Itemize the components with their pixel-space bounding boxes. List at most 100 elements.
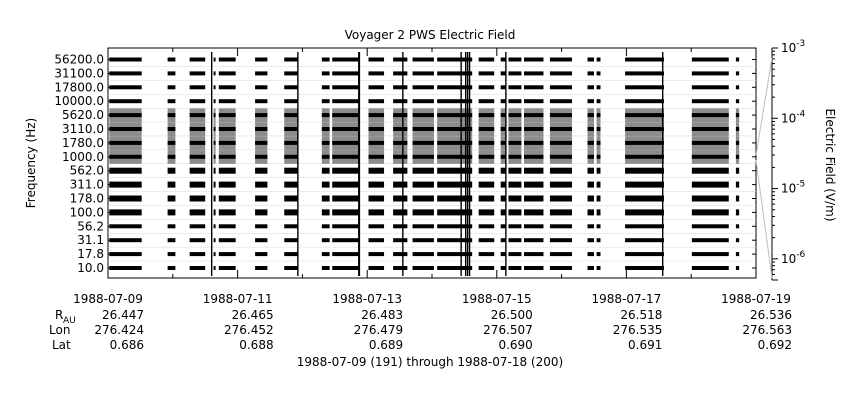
band-segment [109, 113, 142, 118]
band-segment [167, 195, 176, 202]
band-segment [218, 252, 236, 257]
band-segment [500, 224, 506, 229]
band-segment [524, 167, 544, 174]
band-segment [735, 181, 740, 188]
band-segment [393, 195, 408, 202]
ephem-value-lon: 276.452 [224, 323, 274, 337]
band-segment [500, 167, 506, 174]
band-segment [478, 71, 495, 76]
band-segment [437, 224, 473, 229]
band-segment [109, 209, 142, 216]
colorbar-tick-exponent: -6 [796, 250, 805, 260]
band-segment [508, 85, 522, 90]
band-segment [500, 71, 506, 76]
band-segment [189, 224, 206, 229]
band-segment [500, 252, 506, 257]
band-segment [508, 140, 522, 145]
band-segment [189, 238, 206, 243]
band-segment [218, 113, 236, 118]
band-segment [284, 181, 298, 188]
band-segment [109, 140, 142, 145]
band-segment [625, 181, 664, 188]
band-segment [587, 266, 594, 270]
band-segment [255, 238, 268, 243]
band-segment [596, 154, 601, 159]
band-segment [524, 224, 544, 229]
band-segment [332, 224, 360, 229]
band-segment [549, 266, 572, 270]
band-segment [500, 238, 506, 243]
band-segment [332, 167, 360, 174]
band-segment [167, 167, 176, 174]
band-segment [332, 85, 360, 90]
band-segment [255, 154, 268, 159]
band-segment [368, 57, 385, 62]
band-segment [218, 71, 236, 76]
band-segment [508, 71, 522, 76]
band-segment [549, 238, 572, 243]
band-segment [524, 71, 544, 76]
band-segment [437, 71, 473, 76]
band-segment [412, 181, 434, 188]
band-segment [437, 140, 473, 145]
band-segment [218, 195, 236, 202]
band-segment [596, 71, 601, 76]
band-segment [393, 252, 408, 257]
ephem-value-lat: 0.692 [758, 338, 792, 352]
band-segment [500, 209, 506, 216]
band-segment [478, 266, 495, 270]
band-segment [332, 140, 360, 145]
colorbar-tick-exponent: -5 [796, 180, 805, 190]
band-segment [412, 195, 434, 202]
band-segment [393, 113, 408, 118]
band-segment [332, 127, 360, 131]
band-segment [189, 209, 206, 216]
band-segment [524, 181, 544, 188]
band-segment [412, 57, 434, 62]
band-segment [412, 238, 434, 243]
band-segment [213, 85, 216, 90]
band-segment [691, 113, 729, 118]
band-segment [284, 57, 298, 62]
band-segment [691, 224, 729, 229]
ephem-value-r: 26.518 [620, 308, 662, 322]
band-segment [368, 71, 385, 76]
band-segment [437, 167, 473, 174]
band-segment [189, 99, 206, 104]
band-segment [735, 266, 740, 270]
band-segment [284, 127, 298, 131]
band-segment [596, 266, 601, 270]
band-segment [284, 167, 298, 174]
band-segment [596, 57, 601, 62]
band-segment [437, 127, 473, 131]
band-segment [284, 209, 298, 216]
band-segment [368, 140, 385, 145]
band-segment [735, 71, 740, 76]
band-segment [508, 113, 522, 118]
band-segment [691, 154, 729, 159]
band-segment [213, 140, 216, 145]
band-segment [691, 238, 729, 243]
band-segment [213, 266, 216, 270]
band-segment [189, 113, 206, 118]
y-tick-label: 5620.0 [62, 108, 104, 122]
band-segment [549, 99, 572, 104]
colorbar-tick-label: 10-5 [781, 180, 805, 196]
band-segment [549, 252, 572, 257]
band-segment [255, 167, 268, 174]
band-segment [596, 252, 601, 257]
ephem-value-lat: 0.690 [498, 338, 532, 352]
band-segment [625, 252, 664, 257]
ephem-value-r: 26.483 [361, 308, 403, 322]
band-segment [500, 127, 506, 131]
band-segment [596, 113, 601, 118]
band-segment [393, 99, 408, 104]
band-segment [587, 71, 594, 76]
band-segment [587, 252, 594, 257]
band-segment [393, 266, 408, 270]
band-segment [332, 266, 360, 270]
band-segment [332, 57, 360, 62]
band-segment [437, 154, 473, 159]
band-segment [284, 99, 298, 104]
time-range-caption: 1988-07-09 (191) through 1988-07-18 (200… [297, 355, 563, 369]
